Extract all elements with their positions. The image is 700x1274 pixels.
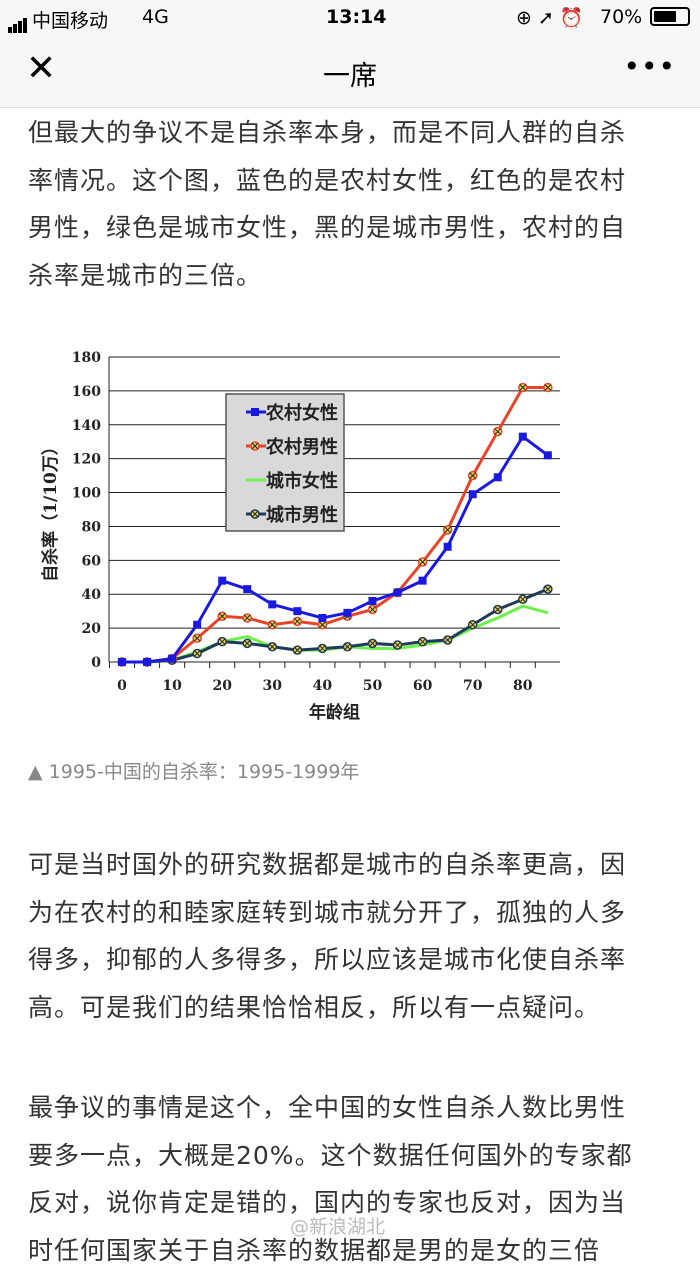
- data-point: [143, 658, 151, 666]
- y-tick-label: 0: [91, 655, 101, 671]
- text-line: 高。可是我们的结果恰恰相反，所以有一点疑问。: [28, 984, 678, 1032]
- data-point: [268, 600, 276, 608]
- legend-label: 城市女性: [266, 470, 338, 492]
- x-tick-label: 70: [463, 678, 483, 694]
- more-icon[interactable]: •••: [623, 50, 676, 83]
- series-3: [118, 585, 552, 666]
- series-line: [122, 589, 548, 662]
- data-point: [394, 589, 402, 597]
- nav-bar: ✕ 一席 •••: [0, 36, 700, 108]
- data-point: [369, 597, 377, 605]
- clock: 13:14: [326, 6, 386, 28]
- watermark: @新浪湖北: [290, 1212, 385, 1239]
- data-point: [251, 408, 259, 416]
- y-tick-label: 80: [82, 519, 102, 535]
- data-point: [318, 614, 326, 622]
- y-tick-label: 180: [72, 350, 101, 366]
- text-line: 男性，绿色是城市女性，黑的是城市男性，农村的自: [28, 204, 678, 252]
- data-point: [193, 621, 201, 629]
- y-tick-label: 20: [82, 621, 102, 637]
- carrier: 中国移动: [32, 10, 108, 32]
- text-line: 可是当时国外的研究数据都是城市的自杀率更高，因: [28, 841, 678, 889]
- text-line: 杀率是城市的三倍。: [28, 252, 678, 300]
- text-line: 但最大的争议不是自杀率本身，而是不同人群的自杀: [28, 109, 678, 157]
- text-line: 最争议的事情是这个，全中国的女性自杀人数比男性: [28, 1084, 678, 1132]
- data-point: [118, 658, 126, 666]
- y-tick-label: 40: [82, 587, 102, 603]
- data-point: [444, 543, 452, 551]
- image-caption: ▲ 1995-中国的自杀率：1995-1999年: [28, 757, 359, 784]
- network: 4G: [142, 6, 169, 28]
- y-tick-label: 100: [72, 486, 101, 502]
- data-point: [544, 451, 552, 459]
- x-tick-label: 40: [313, 678, 333, 694]
- suicide-rate-chart: 0 20 40 60 80 100 120 140 160 180 0 10 20 30 40 50 60 70 8…: [0, 340, 700, 730]
- text-line: 得多，抑郁的人多得多，所以应该是城市化使自杀率: [28, 936, 678, 984]
- status-icons: ⊕ ➚ ⏰: [516, 6, 584, 29]
- x-tick-label: 20: [212, 678, 232, 694]
- signal-icon: [8, 11, 28, 33]
- text-line: 为在农村的和睦家庭转到城市就分开了，孤独的人多: [28, 889, 678, 937]
- x-tick-label: 60: [413, 678, 433, 694]
- y-tick-label: 160: [72, 384, 101, 400]
- signal: 中国移动: [8, 6, 108, 33]
- paragraph-2: 可是当时国外的研究数据都是城市的自杀率更高，因 为在农村的和睦家庭转到城市就分开…: [28, 841, 678, 1031]
- data-point: [469, 490, 477, 498]
- data-point: [293, 607, 301, 615]
- status-bar: 中国移动 4G 13:14 ⊕ ➚ ⏰ 70%: [0, 0, 700, 36]
- data-point: [494, 473, 502, 481]
- data-point: [343, 609, 351, 617]
- data-point: [168, 655, 176, 663]
- x-tick-label: 30: [263, 678, 283, 694]
- x-tick-label: 10: [162, 678, 182, 694]
- battery-icon: [650, 7, 690, 26]
- y-tick-label: 120: [72, 452, 101, 468]
- x-tick-label: 0: [117, 678, 127, 694]
- legend-label: 农村男性: [265, 436, 338, 458]
- paragraph-1: 但最大的争议不是自杀率本身，而是不同人群的自杀 率情况。这个图，蓝色的是农村女性…: [28, 109, 678, 299]
- page-title: 一席: [0, 54, 700, 93]
- x-axis-label: 年龄组: [309, 702, 360, 723]
- data-point: [218, 577, 226, 585]
- data-point: [519, 433, 527, 441]
- x-tick-label: 50: [363, 678, 383, 694]
- text-line: 率情况。这个图，蓝色的是农村女性，红色的是农村: [28, 157, 678, 205]
- legend-label: 城市男性: [266, 504, 338, 526]
- y-axis-label: 自杀率（1/10万）: [40, 438, 61, 582]
- legend-label: 农村女性: [265, 402, 338, 424]
- data-point: [419, 577, 427, 585]
- battery-percent: 70%: [600, 6, 642, 28]
- y-tick-label: 140: [72, 418, 101, 434]
- y-tick-label: 60: [82, 553, 102, 569]
- text-line: 要多一点，大概是20%。这个数据任何国外的专家都: [28, 1132, 678, 1180]
- data-point: [243, 585, 251, 593]
- paragraph-3: 最争议的事情是这个，全中国的女性自杀人数比男性 要多一点，大概是20%。这个数据…: [28, 1084, 678, 1274]
- x-tick-label: 80: [513, 678, 533, 694]
